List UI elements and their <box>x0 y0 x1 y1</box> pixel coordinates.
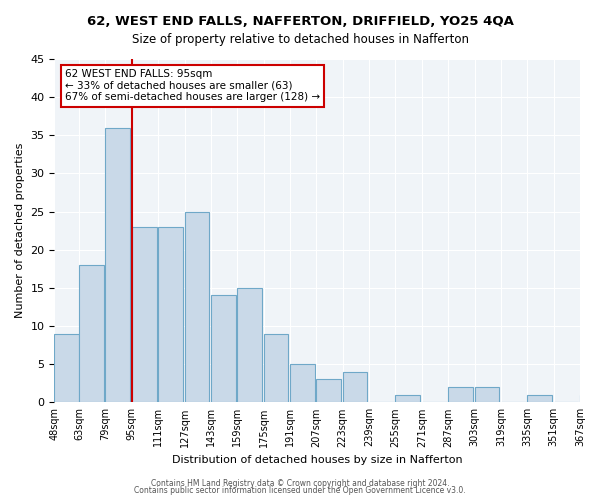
Bar <box>475 387 499 402</box>
Bar <box>316 380 341 402</box>
Text: 62 WEST END FALLS: 95sqm
← 33% of detached houses are smaller (63)
67% of semi-d: 62 WEST END FALLS: 95sqm ← 33% of detach… <box>65 70 320 102</box>
Bar <box>211 296 236 403</box>
Bar <box>343 372 367 402</box>
Bar <box>237 288 262 403</box>
Bar <box>527 394 552 402</box>
Bar <box>106 128 130 402</box>
Bar <box>79 265 104 402</box>
Text: Contains HM Land Registry data © Crown copyright and database right 2024.: Contains HM Land Registry data © Crown c… <box>151 478 449 488</box>
Text: 62, WEST END FALLS, NAFFERTON, DRIFFIELD, YO25 4QA: 62, WEST END FALLS, NAFFERTON, DRIFFIELD… <box>86 15 514 28</box>
Text: Contains public sector information licensed under the Open Government Licence v3: Contains public sector information licen… <box>134 486 466 495</box>
Bar <box>395 394 420 402</box>
Text: Size of property relative to detached houses in Nafferton: Size of property relative to detached ho… <box>131 32 469 46</box>
Bar <box>580 394 600 402</box>
Bar <box>158 227 183 402</box>
Bar <box>263 334 289 402</box>
Bar <box>55 334 79 402</box>
Bar <box>290 364 315 403</box>
Bar <box>185 212 209 402</box>
X-axis label: Distribution of detached houses by size in Nafferton: Distribution of detached houses by size … <box>172 455 463 465</box>
Y-axis label: Number of detached properties: Number of detached properties <box>15 143 25 318</box>
Bar <box>132 227 157 402</box>
Bar <box>448 387 473 402</box>
